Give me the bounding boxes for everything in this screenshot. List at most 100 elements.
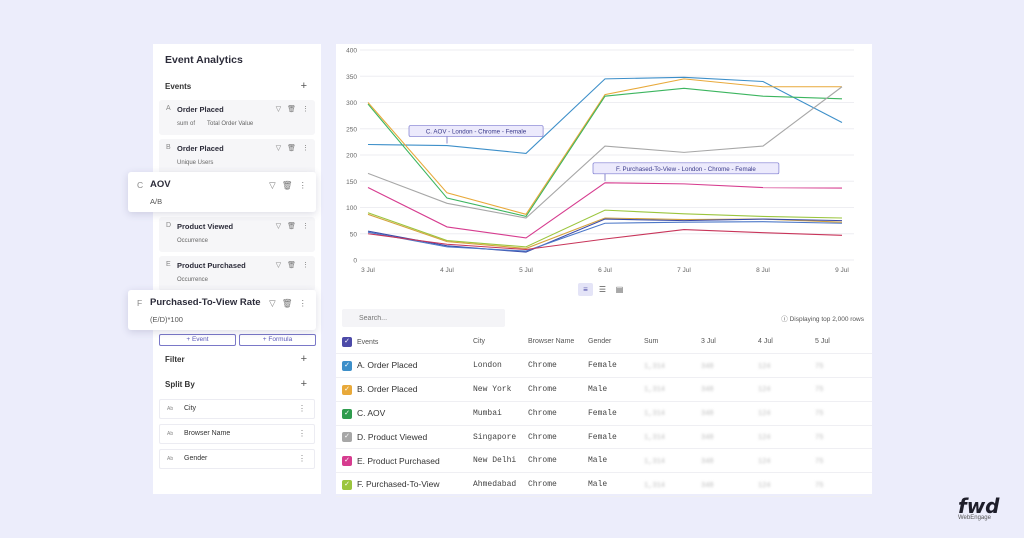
filter-icon[interactable]: ▽ (269, 180, 276, 190)
add-filter-plus-icon[interactable]: + (300, 353, 307, 365)
event-item-c-floating[interactable]: C AOV A/B ▽ 🗑 ⋮ (128, 172, 316, 212)
trash-icon[interactable]: 🗑 (287, 223, 296, 230)
view-toggle-icon-2[interactable]: ☰ (598, 285, 607, 294)
row-checkbox[interactable]: ✓ (342, 456, 352, 467)
table-row: ✓ F. Purchased-To-View Ahmedabad Chrome Male… (336, 472, 872, 498)
event-item-a[interactable]: A Order Placed sum of Total Order Value … (159, 100, 315, 135)
webengage-logo: fwd WebEngage (958, 494, 1000, 521)
x-tick-label: 4 Jul (440, 267, 454, 274)
row-checkbox[interactable]: ✓ (342, 480, 352, 491)
filter-icon[interactable]: ▽ (275, 223, 282, 230)
split-item-city[interactable]: Ab City ⋮ (159, 399, 315, 419)
filter-icon[interactable]: ▽ (269, 298, 276, 308)
table-row: ✓ D. Product Viewed Singapore Chrome Female 1… (336, 425, 872, 450)
series-line-9 (367, 228, 843, 251)
blurred-value: 1,314 (644, 386, 666, 395)
trash-icon[interactable]: 🗑 (287, 262, 296, 269)
blurred-value: 124 (758, 362, 771, 371)
row-checkbox[interactable]: ✓ (342, 408, 352, 419)
filter-icon[interactable]: ▽ (275, 106, 282, 113)
event-item-b[interactable]: B Order Placed Unique Users ▽ 🗑 ⋮ (159, 139, 315, 174)
kebab-icon[interactable]: ⋮ (302, 262, 309, 269)
row-checkbox[interactable]: ✓ (342, 384, 352, 395)
event-item-f-floating[interactable]: F Purchased-To-View Rate (E/D)*100 ▽ 🗑 ⋮ (128, 290, 316, 330)
y-tick-label: 50 (350, 231, 358, 238)
x-tick-label: 3 Jul (361, 267, 375, 274)
add-event-plus-icon[interactable]: + (300, 80, 307, 92)
y-tick-label: 250 (346, 126, 357, 133)
row-checkbox[interactable]: ✓ (342, 432, 352, 443)
table-row: ✓ E. Product Purchased New Delhi Chrome Male… (336, 448, 872, 474)
kebab-icon[interactable]: ⋮ (298, 298, 308, 308)
blurred-value: 75 (815, 434, 824, 443)
annotation-box (592, 162, 780, 175)
search-input[interactable] (342, 309, 505, 327)
blurred-value: 1,314 (644, 481, 666, 490)
blurred-value: 1,314 (644, 362, 666, 371)
kebab-icon[interactable]: ⋮ (302, 223, 309, 230)
blurred-value: 75 (815, 410, 824, 419)
annotation-box (408, 125, 544, 137)
row-checkbox[interactable]: ✓ (342, 361, 352, 372)
blurred-value: 75 (815, 362, 824, 371)
x-tick-label: 7 Jul (677, 267, 691, 274)
text-type-icon: Ab (167, 456, 174, 462)
kebab-icon[interactable]: ⋮ (298, 404, 306, 413)
series-line-4 (367, 182, 843, 239)
series-line-5 (367, 209, 843, 248)
y-tick-label: 300 (346, 100, 357, 107)
y-tick-label: 150 (346, 179, 357, 186)
trash-icon[interactable]: 🗑 (287, 145, 296, 152)
series-line-8 (367, 221, 843, 252)
x-tick-label: 9 Jul (835, 267, 849, 274)
y-tick-label: 400 (346, 48, 357, 55)
event-item-d[interactable]: D Product Viewed Occurrence ▽ 🗑 ⋮ (159, 217, 315, 252)
filter-icon[interactable]: ▽ (275, 145, 282, 152)
data-table: ✓ Events City Browser Name Gender Sum 3 J… (336, 330, 872, 498)
add-formula-button[interactable]: + Formula (239, 334, 316, 346)
x-tick-label: 8 Jul (756, 267, 770, 274)
series-line-2 (367, 87, 843, 218)
annotation-label: C. AOV - London - Chrome - Female (426, 129, 527, 136)
series-line-1 (367, 78, 842, 215)
y-tick-label: 0 (353, 258, 357, 265)
trash-icon[interactable]: 🗑 (287, 106, 296, 113)
event-item-e[interactable]: E Product Purchased Occurrence ▽ 🗑 ⋮ (159, 256, 315, 291)
blurred-value: 348 (701, 410, 714, 419)
kebab-icon[interactable]: ⋮ (298, 454, 306, 463)
trash-icon[interactable]: 🗑 (281, 298, 293, 308)
blurred-value: 348 (701, 457, 714, 466)
table-header-row: ✓ Events City Browser Name Gender Sum 3 J… (336, 330, 872, 355)
blurred-value: 348 (701, 362, 714, 371)
split-item-browser[interactable]: Ab Browser Name ⋮ (159, 424, 315, 444)
blurred-value: 1,314 (644, 434, 666, 443)
trash-icon[interactable]: 🗑 (281, 180, 293, 190)
blurred-value: 124 (758, 457, 771, 466)
annotation-label: F. Purchased-To-View - London - Chrome -… (616, 166, 756, 173)
blurred-value: 75 (815, 386, 824, 395)
text-type-icon: Ab (167, 406, 174, 412)
add-split-plus-icon[interactable]: + (300, 378, 307, 390)
chart-view-toggles: ≡ ☰ ▤ (578, 283, 627, 296)
split-item-gender[interactable]: Ab Gender ⋮ (159, 449, 315, 469)
y-tick-label: 350 (346, 74, 357, 81)
view-toggle-icon-1[interactable]: ≡ (578, 283, 593, 296)
view-toggle-icon-3[interactable]: ▤ (615, 285, 624, 294)
kebab-icon[interactable]: ⋮ (302, 106, 309, 113)
blurred-value: 75 (815, 457, 824, 466)
kebab-icon[interactable]: ⋮ (298, 180, 308, 190)
kebab-icon[interactable]: ⋮ (302, 145, 309, 152)
x-tick-label: 5 Jul (519, 267, 533, 274)
blurred-value: 348 (701, 481, 714, 490)
blurred-value: 348 (701, 434, 714, 443)
series-line-0 (367, 76, 843, 154)
add-event-button[interactable]: + Event (159, 334, 236, 346)
analytics-main: 0 50 100 150 200 250 300 350 400 3 Jul 4 Jul 5 Jul 6… (336, 44, 872, 498)
blurred-value: 348 (701, 386, 714, 395)
kebab-icon[interactable]: ⋮ (298, 429, 306, 438)
filter-icon[interactable]: ▽ (275, 262, 282, 269)
y-tick-label: 200 (346, 153, 357, 160)
filter-section-label: Filter (165, 355, 185, 364)
blurred-value: 75 (815, 481, 824, 490)
select-all-checkbox[interactable]: ✓ (342, 336, 352, 347)
